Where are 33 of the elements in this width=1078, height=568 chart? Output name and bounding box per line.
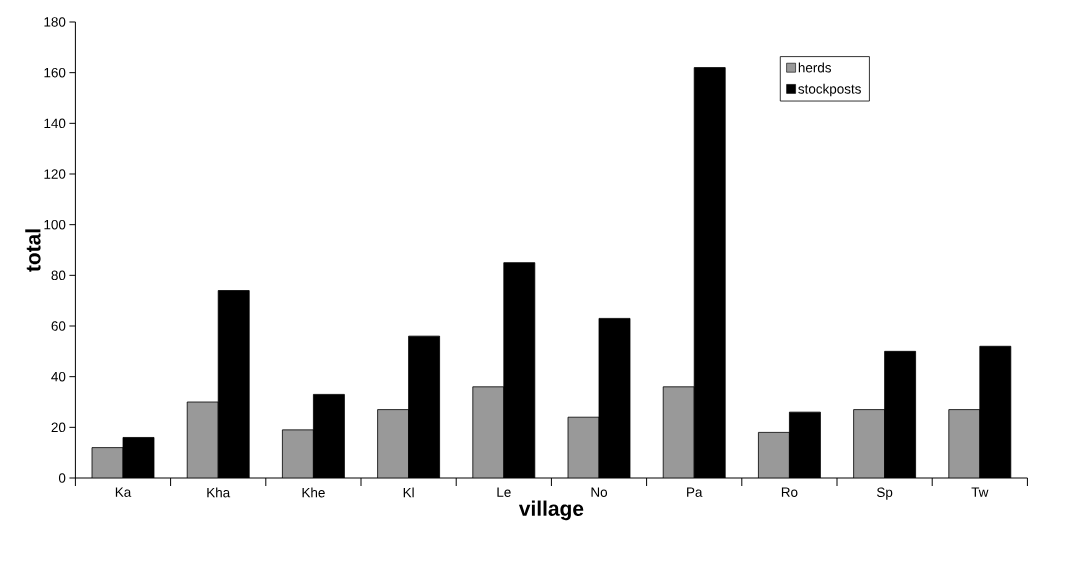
- y-tick-label: 80: [51, 270, 66, 281]
- y-tick-label: 160: [44, 67, 66, 78]
- x-tick-label: Tw: [971, 487, 989, 497]
- y-axis-title: total: [25, 229, 41, 272]
- y-tick-label: 0: [58, 473, 66, 483]
- x-tick-label: Le: [497, 487, 511, 497]
- x-tick-label: No: [591, 487, 608, 497]
- x-tick-label: Khe: [302, 487, 325, 498]
- x-axis-title: village: [518, 500, 584, 521]
- x-tick-label: Ro: [781, 487, 798, 497]
- y-tick-label: 100: [44, 219, 66, 230]
- y-tick-label: 140: [44, 118, 66, 129]
- bar: [472, 386, 504, 478]
- bar: [853, 409, 885, 478]
- bar: [663, 386, 695, 478]
- legend-label: stockposts: [798, 83, 861, 97]
- bar: [948, 409, 981, 478]
- x-tick-label: Pa: [687, 487, 703, 497]
- bar: [568, 417, 599, 478]
- x-tick-label: Kl: [403, 487, 414, 498]
- y-tick-label: 120: [44, 169, 66, 179]
- bar: [758, 432, 790, 478]
- y-tick-label: 20: [51, 422, 66, 433]
- x-tick-label: Ka: [115, 487, 132, 497]
- y-tick-label: 60: [51, 321, 66, 331]
- y-tick-label: 180: [44, 17, 66, 27]
- bar: [282, 429, 314, 478]
- x-tick-label: Kha: [207, 487, 231, 498]
- bar: [377, 409, 409, 478]
- x-tick-label: Sp: [876, 487, 893, 500]
- y-tick-label: 40: [51, 371, 66, 382]
- bar: [187, 402, 219, 478]
- legend-label: herds: [798, 62, 832, 73]
